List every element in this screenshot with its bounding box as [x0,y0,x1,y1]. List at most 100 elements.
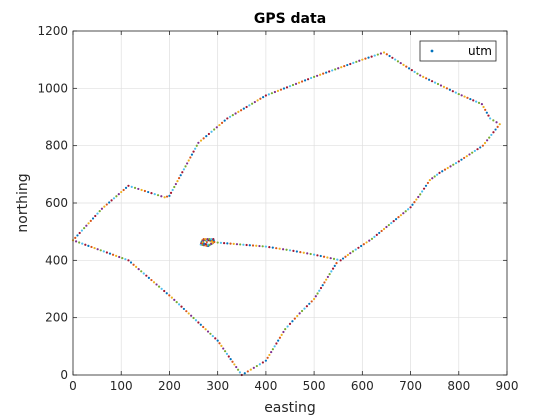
data-point [276,89,280,92]
data-point [460,94,463,97]
data-point [202,137,205,140]
data-point [184,165,187,168]
data-point [227,355,230,358]
data-point [442,85,446,88]
data-point [115,195,118,198]
data-point [422,75,425,78]
data-point [258,363,261,366]
data-point [278,247,281,250]
data-point [387,223,390,227]
data-point [103,205,106,208]
data-point [397,216,400,219]
data-point [168,194,171,197]
data-point [367,56,370,59]
data-point [216,241,219,244]
y-tick-label: 1000 [37,81,68,95]
data-point [382,51,386,54]
data-point [288,85,292,88]
data-point [328,273,331,276]
data-point [219,241,222,244]
data-point [105,203,108,206]
data-point [333,264,336,267]
data-point [270,92,274,95]
data-point [248,244,251,247]
data-point [354,248,357,251]
data-point [319,254,322,258]
data-point [433,175,436,178]
data-point [229,242,232,245]
data-point [344,255,347,258]
data-point [463,95,466,98]
data-point [475,100,478,103]
data-point [358,59,361,62]
data-point [105,251,108,254]
data-point [231,114,234,117]
data-point [197,321,200,324]
data-point [291,83,295,87]
data-point [133,186,137,189]
data-point [108,252,112,255]
data-point [295,250,298,253]
data-point [303,79,307,82]
data-point [335,262,338,265]
data-point [252,366,255,369]
data-point [222,347,225,350]
data-point [316,74,319,77]
data-point [330,270,333,273]
data-point [282,87,286,90]
data-point [279,88,283,91]
data-point [197,141,200,144]
data-point [409,206,412,209]
data-point [385,225,388,229]
data-point [407,208,410,211]
data-point [370,55,373,58]
data-point [415,198,418,201]
data-point [235,365,238,369]
data-point [127,184,130,187]
data-point [91,217,95,220]
data-point [391,56,394,59]
data-point [466,96,469,99]
data-point [199,323,202,326]
data-point [118,255,121,259]
data-point [373,54,376,57]
data-point [108,201,111,204]
data-point [360,244,363,248]
data-point [173,185,176,189]
data-point [220,344,223,347]
chart-title: GPS data [254,11,326,27]
data-point [180,305,183,308]
data-point [271,348,274,351]
data-point [495,121,498,124]
data-point [127,259,130,262]
data-point [94,214,97,218]
data-point [137,187,140,191]
data-point [477,101,481,104]
data-point [481,144,484,147]
data-point [296,314,299,318]
data-point [255,244,258,247]
data-point [204,328,207,331]
data-point [253,100,256,104]
data-point [238,371,242,374]
data-point [223,350,227,353]
data-point [319,286,323,290]
data-point [413,201,416,204]
data-point [405,65,408,68]
data-point [402,63,405,66]
data-point [81,242,84,245]
data-point [245,105,248,109]
x-tick-label: 800 [447,379,470,393]
x-tick-label: 400 [254,379,277,393]
data-point [150,192,153,195]
data-point [226,242,229,245]
data-point [463,156,466,160]
data-point [489,117,492,120]
data-point [310,300,313,303]
data-point [189,156,192,159]
data-point [417,195,420,199]
data-point [233,363,236,366]
data-point [313,297,316,301]
data-point [399,214,403,217]
data-point [282,330,285,334]
